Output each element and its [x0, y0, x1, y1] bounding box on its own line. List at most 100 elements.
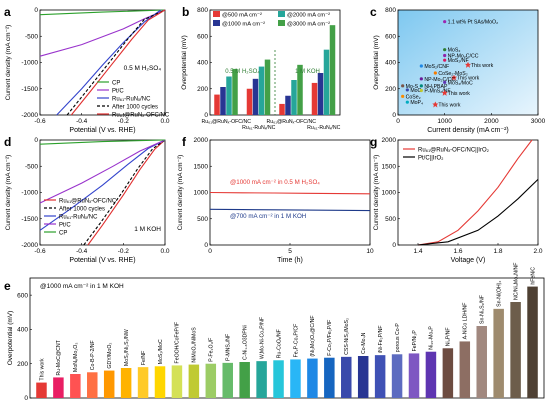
category-label: Ru₆₁@RuNₓ-OFC/NC [267, 119, 317, 125]
y-tick-label: 0 [392, 112, 396, 119]
bar [70, 374, 81, 398]
point-label: P-MnS₂/NF [424, 89, 450, 95]
y-axis-label: Current density (mA cm⁻²) [177, 155, 184, 231]
bar-label: Co-Mo₄N [361, 332, 367, 354]
bar-label: MoS₂/MoC [158, 339, 164, 364]
bar [264, 59, 271, 115]
x-tick-label: -0.2 [118, 118, 130, 125]
series-line-2 [39, 139, 166, 231]
legend-label: CP [59, 230, 67, 236]
series-line-4 [70, 9, 166, 116]
bar [103, 370, 115, 398]
point-label: MoS₂/CNF [424, 64, 449, 70]
y-tick-label: -1500 [21, 86, 38, 93]
bar [222, 362, 233, 398]
bar-label: Co-B-P-2/NF [90, 340, 96, 370]
bar [120, 368, 132, 398]
this-work-star [451, 74, 457, 81]
region-label: 0.5 M H₂SO₄ [225, 69, 260, 75]
x-tick-label: -0.6 [34, 118, 46, 125]
panel-g: g 1.4 1.6 1.8 2.0 0 500 1000 1500 2000 Voltage (V)… [370, 135, 543, 264]
series-line-3 [39, 139, 166, 204]
panel-e: e Overpotential (mV) 0 200 400 600 @1000 mA cm… [4, 263, 545, 402]
bar [291, 80, 297, 115]
bar-label: A-NiCo LDH/NF [463, 303, 469, 340]
x-tick-label: 10 [366, 248, 374, 255]
panel-letter: d [4, 135, 11, 149]
y-tick-label: -2000 [21, 112, 38, 119]
legend-label: Ru₆₁@RuNₓ-OFC/NC||IrO₂ [418, 147, 490, 153]
y-tick-label: 500 [197, 216, 208, 223]
x-tick-label: -0.4 [76, 118, 88, 125]
legend-label: @500 mA cm⁻² [222, 13, 262, 19]
panel-b: b 0 200 400 600 800 Overpotential (mV) Ru₆₁@RuN… [181, 5, 341, 131]
bar [290, 359, 301, 398]
legend-swatch [213, 11, 220, 17]
bar-label: CSS-NiS₂/MoS₂ [344, 318, 350, 355]
series-line-1 [417, 179, 539, 246]
point-label: This work [457, 76, 480, 82]
y-axis-label: Current density (mA cm⁻²) [5, 25, 12, 101]
y-tick-label: 800 [385, 7, 396, 14]
bar [220, 87, 226, 115]
y-tick-label: 1500 [382, 163, 397, 170]
y-tick-label: 400 [385, 60, 396, 67]
y-tick-label: 2000 [382, 137, 397, 144]
legend-label: Pt/C [112, 88, 124, 94]
category-label: Ru₆₁@RuNₓ-OFC/NC [202, 119, 252, 125]
data-point [405, 100, 409, 104]
data-point [443, 58, 447, 62]
bar [226, 76, 232, 115]
electrolyte-label: 1 M KOH [134, 226, 161, 233]
y-tick-label: 0 [204, 112, 208, 119]
bar [232, 68, 238, 115]
x-axis-label: Potential (V vs. RHE) [69, 257, 135, 264]
bar-label: (Ni₂Mo)O₄@C/NF [310, 315, 316, 356]
region-label: 1 M KOH [295, 69, 320, 75]
y-tick-label: 600 [197, 33, 208, 40]
condition-note: @1000 mA cm⁻² in 1 M KOH [40, 283, 124, 290]
bar [87, 372, 98, 398]
bar [239, 362, 250, 398]
y-axis-label: Overpotential (mV) [373, 35, 380, 90]
panel-letter: e [4, 279, 11, 293]
point-label: This work [438, 103, 461, 109]
series-line-0 [87, 139, 166, 246]
point-label: 1.1 wt% Pt SAs/MoO₂ [448, 20, 498, 26]
y-tick-label: 2000 [194, 137, 209, 144]
x-tick-label: 0 [208, 248, 212, 255]
data-point [419, 84, 423, 88]
series-line-1 [39, 9, 166, 57]
legend-label: After 1000 cycles [59, 206, 105, 212]
legend-label: After 1000 cycles [112, 104, 158, 110]
x-tick-label: 1.8 [493, 248, 502, 255]
bar-label: NC/Ni₃Mo₃N/NF [513, 263, 519, 300]
bar [323, 49, 330, 115]
legend-swatch [278, 20, 285, 26]
data-point [419, 77, 423, 81]
y-tick-label: -2000 [21, 242, 38, 249]
y-tick-label: 800 [197, 7, 208, 14]
y-tick-label: 1000 [382, 190, 397, 197]
bar [408, 353, 420, 398]
legend-label: CP [112, 80, 120, 86]
data-point [433, 71, 437, 75]
point-label: This work [471, 63, 494, 69]
bar [329, 25, 336, 116]
data-point [443, 53, 447, 58]
bar [476, 326, 487, 398]
panel-letter: g [370, 135, 377, 149]
x-tick-label: 1000 [437, 118, 452, 125]
bar [391, 354, 403, 398]
bar-label: This work [39, 358, 45, 381]
point-label: NP-Mo₂C/CC [448, 54, 479, 60]
data-point [401, 84, 405, 88]
bar [36, 382, 47, 398]
bar [205, 363, 217, 398]
legend-swatch [278, 11, 285, 17]
legend-label: @3000 mA cm⁻² [287, 22, 330, 28]
bar [357, 356, 369, 398]
x-tick-label: 2.0 [533, 248, 542, 255]
category-label: Ru₆₁-RuNₓ/NC [242, 125, 275, 131]
